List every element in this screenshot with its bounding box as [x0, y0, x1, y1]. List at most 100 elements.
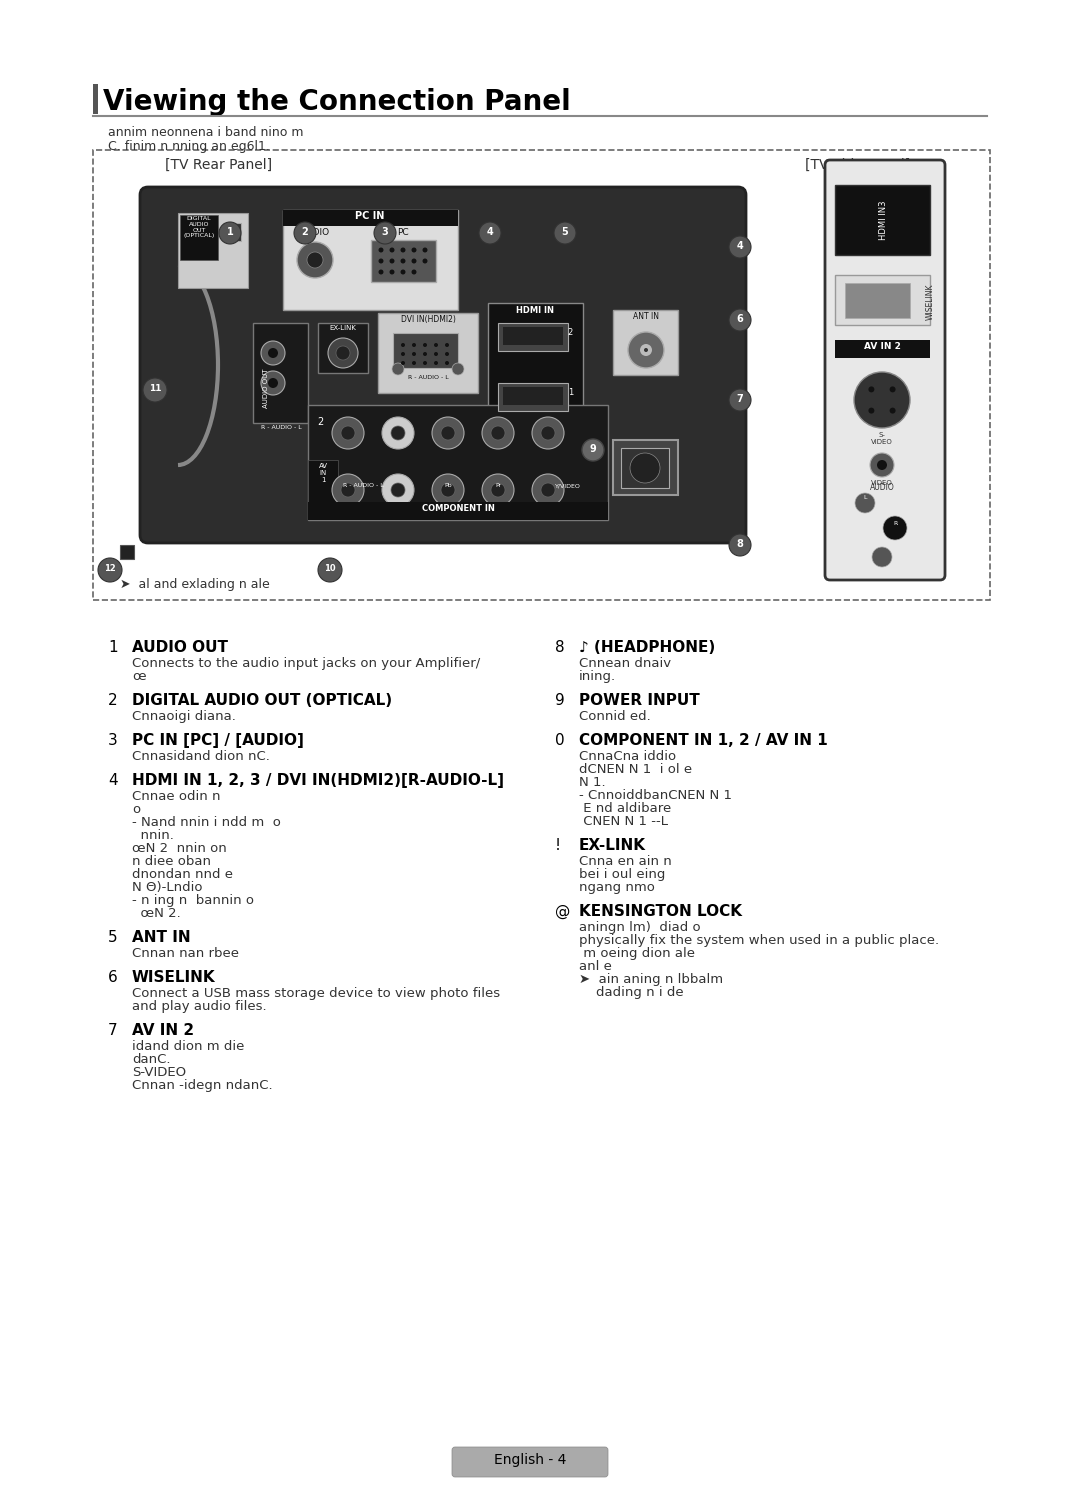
Circle shape: [401, 362, 405, 365]
Bar: [178, 213, 248, 289]
Text: HDMI IN: HDMI IN: [516, 307, 554, 315]
Text: 5: 5: [108, 930, 118, 945]
Text: ining.: ining.: [579, 670, 616, 683]
Text: danC.: danC.: [132, 1054, 171, 1065]
Text: 6: 6: [108, 970, 118, 985]
Circle shape: [627, 332, 664, 368]
Circle shape: [890, 387, 895, 393]
FancyBboxPatch shape: [453, 1446, 608, 1478]
Text: S-
VIDEO: S- VIDEO: [872, 432, 893, 445]
Circle shape: [491, 484, 505, 497]
Circle shape: [854, 372, 910, 429]
Circle shape: [318, 558, 342, 582]
Circle shape: [390, 259, 394, 263]
Circle shape: [390, 269, 394, 274]
Circle shape: [441, 426, 455, 440]
Text: COMPONENT IN 1, 2 / AV IN 1: COMPONENT IN 1, 2 / AV IN 1: [579, 734, 827, 748]
Text: Connects to the audio input jacks on your Amplifier/: Connects to the audio input jacks on you…: [132, 658, 481, 670]
Circle shape: [423, 353, 427, 356]
Text: anl e: anl e: [579, 960, 612, 973]
Text: AUDIO OUT: AUDIO OUT: [264, 369, 269, 408]
Bar: [503, 327, 563, 345]
Text: E nd aldibare: E nd aldibare: [579, 802, 672, 815]
Circle shape: [480, 222, 501, 244]
Text: DIGITAL AUDIO OUT (OPTICAL): DIGITAL AUDIO OUT (OPTICAL): [132, 693, 392, 708]
Bar: [222, 223, 241, 241]
Circle shape: [482, 417, 514, 449]
Text: Cnnean dnaiv: Cnnean dnaiv: [579, 658, 671, 670]
Circle shape: [307, 251, 323, 268]
Circle shape: [729, 310, 751, 330]
Bar: [93, 150, 990, 600]
Text: m oeing dion ale: m oeing dion ale: [579, 946, 696, 960]
Circle shape: [219, 222, 241, 244]
Circle shape: [877, 460, 887, 470]
Text: ngang nmo: ngang nmo: [579, 881, 654, 894]
Text: 2: 2: [568, 327, 573, 336]
Text: ♪ (HEADPHONE): ♪ (HEADPHONE): [579, 640, 715, 655]
Text: R: R: [893, 521, 897, 525]
Text: Cnna en ain n: Cnna en ain n: [579, 856, 672, 868]
Text: bei i oul eing: bei i oul eing: [579, 868, 665, 881]
Circle shape: [434, 362, 438, 365]
Bar: [498, 382, 568, 411]
Circle shape: [332, 475, 364, 506]
Text: œN 2  nnin on: œN 2 nnin on: [132, 842, 227, 856]
Circle shape: [423, 344, 427, 347]
Text: 7: 7: [737, 394, 743, 405]
Text: R - AUDIO - L: R - AUDIO - L: [342, 484, 383, 488]
Text: CNEN N 1 --L: CNEN N 1 --L: [579, 815, 669, 827]
Circle shape: [378, 259, 383, 263]
Text: Y/VIDEO: Y/VIDEO: [555, 484, 581, 488]
Text: HDMI IN 1, 2, 3 / DVI IN(HDMI2)[R-AUDIO-L]: HDMI IN 1, 2, 3 / DVI IN(HDMI2)[R-AUDIO-…: [132, 772, 504, 789]
Circle shape: [374, 222, 396, 244]
Circle shape: [855, 493, 875, 513]
Text: and play audio files.: and play audio files.: [132, 1000, 267, 1013]
FancyBboxPatch shape: [140, 187, 746, 543]
Text: Viewing the Connection Panel: Viewing the Connection Panel: [103, 88, 570, 116]
Circle shape: [541, 484, 555, 497]
Bar: [835, 339, 930, 359]
Circle shape: [729, 237, 751, 257]
Bar: [393, 333, 458, 368]
Bar: [318, 323, 368, 373]
Circle shape: [98, 558, 122, 582]
Text: 8: 8: [555, 640, 565, 655]
Text: aningn lm)  diad o: aningn lm) diad o: [579, 921, 701, 934]
Text: physically fix the system when used in a public place.: physically fix the system when used in a…: [579, 934, 940, 946]
Text: ➤  ain aning n lbbalm: ➤ ain aning n lbbalm: [579, 973, 724, 987]
Text: DVI IN(HDMI2): DVI IN(HDMI2): [401, 315, 456, 324]
Circle shape: [582, 439, 604, 461]
Bar: [180, 214, 218, 260]
Circle shape: [422, 259, 428, 263]
Text: annim neonnena i band nino m: annim neonnena i band nino m: [108, 126, 303, 138]
Circle shape: [729, 534, 751, 557]
Bar: [835, 275, 930, 324]
Circle shape: [261, 341, 285, 365]
Bar: [253, 323, 308, 423]
Text: Pb: Pb: [444, 484, 451, 488]
Text: 6: 6: [737, 314, 743, 324]
Circle shape: [434, 344, 438, 347]
Text: S-VIDEO: S-VIDEO: [132, 1065, 186, 1079]
Circle shape: [868, 387, 875, 393]
Text: Cnnae odin n: Cnnae odin n: [132, 790, 220, 804]
Circle shape: [391, 484, 405, 497]
Circle shape: [143, 378, 167, 402]
Text: N 1.: N 1.: [579, 777, 606, 789]
Circle shape: [445, 362, 449, 365]
Text: !: !: [555, 838, 561, 853]
Text: Cnnasidand dion nC.: Cnnasidand dion nC.: [132, 750, 270, 763]
Circle shape: [640, 344, 652, 356]
Text: Connect a USB mass storage device to view photo files: Connect a USB mass storage device to vie…: [132, 987, 500, 1000]
Text: œN 2.: œN 2.: [132, 908, 180, 920]
Circle shape: [268, 348, 278, 359]
Text: 4: 4: [487, 228, 494, 237]
Circle shape: [890, 408, 895, 414]
Text: C. finim n nning an eg6l1.: C. finim n nning an eg6l1.: [108, 140, 270, 153]
Text: AV IN 2: AV IN 2: [864, 342, 901, 351]
Text: 2: 2: [301, 228, 309, 237]
Text: HDMI IN3: HDMI IN3: [878, 201, 888, 240]
Circle shape: [422, 247, 428, 253]
Circle shape: [294, 222, 316, 244]
